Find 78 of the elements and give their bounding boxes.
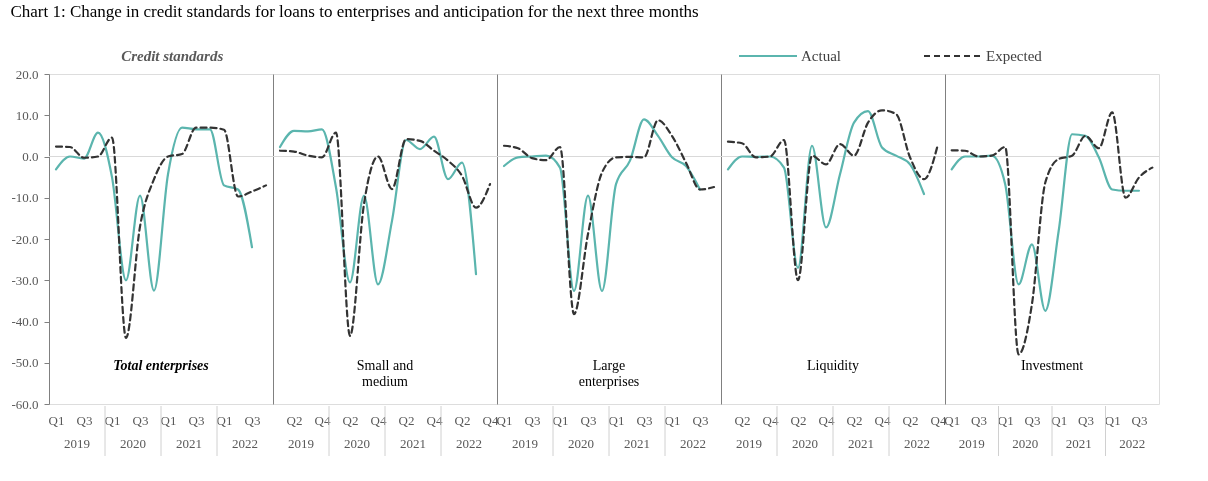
y-tick-label: 0.0: [22, 149, 39, 164]
annotation: Investment: [1020, 358, 1084, 373]
x-tick-label: Q3: [524, 412, 541, 428]
legend-label: Actual: [801, 48, 841, 64]
text: 2022: [232, 436, 258, 451]
x-tick-label: Q2: [734, 412, 751, 428]
y-tick-label: 20.0: [15, 66, 39, 82]
x-tick-label: Q4: [818, 412, 835, 428]
x-tick-label: Q2: [902, 412, 919, 428]
x-tick-label: Q1: [216, 412, 233, 428]
x-tick-label: Q3: [188, 412, 205, 428]
text: 2020: [120, 436, 146, 451]
text: 2021: [176, 436, 202, 451]
x-tick-label: Q3: [636, 412, 653, 428]
x-tick-label: Q3: [76, 412, 93, 428]
x-tick-label: Q3: [580, 412, 597, 428]
x-tick-label: Q4: [314, 412, 331, 428]
x-tick-label: Q3: [692, 412, 709, 428]
text: 2021: [848, 436, 874, 451]
x-tick-label: Q2: [286, 412, 303, 428]
text: 2020: [568, 436, 594, 451]
x-tick-label: Q4: [762, 412, 779, 428]
x-tick-label: Q1: [48, 412, 65, 428]
text: 2021: [1065, 436, 1092, 451]
x-tick-label: Q4: [874, 412, 891, 428]
text: 2019: [736, 436, 762, 451]
text: 2022: [1119, 436, 1146, 451]
x-tick-label: Q4: [426, 412, 443, 428]
x-tick-label: Q3: [1131, 412, 1148, 428]
x-tick-label: Q1: [608, 412, 625, 428]
text: Chart 1: Change in credit standards for loans to enterprises and anticipation for the next three months: [10, 1, 699, 21]
text: 2020: [792, 436, 818, 451]
x-tick-label: Q1: [1051, 412, 1068, 428]
y-tick-label: -40.0: [11, 314, 39, 329]
x-tick-label: Q2: [398, 412, 415, 428]
text: 2021: [400, 436, 426, 451]
y-tick-label: -50.0: [11, 355, 39, 371]
x-tick-label: Q4: [930, 412, 947, 428]
chart-subtitle: Credit standards: [121, 48, 224, 64]
annotation: Liquidity: [806, 358, 860, 373]
y-tick-label: -20.0: [11, 231, 39, 247]
x-tick-label: Q1: [104, 412, 121, 428]
x-tick-label: Q2: [454, 412, 471, 428]
text: 2022: [456, 436, 482, 451]
x-tick-label: Q2: [846, 412, 863, 428]
x-tick-label: Q3: [970, 412, 987, 428]
text: 2022: [904, 436, 930, 451]
x-tick-label: Q3: [132, 412, 149, 428]
text: 2019: [512, 436, 538, 451]
x-tick-label: Q4: [482, 412, 499, 428]
text: 2019: [64, 436, 90, 451]
x-tick-label: Q4: [370, 412, 387, 428]
y-tick-label: -60.0: [11, 396, 39, 412]
x-tick-label: Q1: [496, 412, 513, 428]
legend-label: Expected: [986, 48, 1043, 64]
x-tick-label: Q3: [1024, 412, 1041, 428]
text: 2021: [624, 436, 650, 451]
text: 2020: [344, 436, 370, 451]
x-tick-label: Q1: [160, 412, 177, 428]
line-series: [54, 126, 268, 340]
x-tick-label: Q3: [1077, 412, 1094, 428]
text: 2019: [288, 436, 314, 451]
y-tick-label: -30.0: [11, 272, 39, 288]
x-tick-label: Q3: [244, 412, 261, 428]
y-tick-label: 10.0: [15, 107, 39, 123]
x-tick-label: Q1: [944, 412, 961, 428]
line-series: [54, 126, 254, 292]
x-tick-label: Q1: [552, 412, 569, 428]
annotation: Total enterprises: [113, 358, 210, 373]
x-tick-label: Q2: [790, 412, 807, 428]
text: 2019: [958, 436, 985, 451]
x-tick-label: Q2: [342, 412, 359, 428]
text: 2022: [680, 436, 706, 451]
y-tick-label: -10.0: [11, 190, 39, 206]
annotation: Large enterprises: [578, 358, 640, 389]
annotation: Small and medium: [356, 358, 414, 389]
text: 2020: [1012, 436, 1039, 451]
x-tick-label: Q1: [664, 412, 681, 428]
